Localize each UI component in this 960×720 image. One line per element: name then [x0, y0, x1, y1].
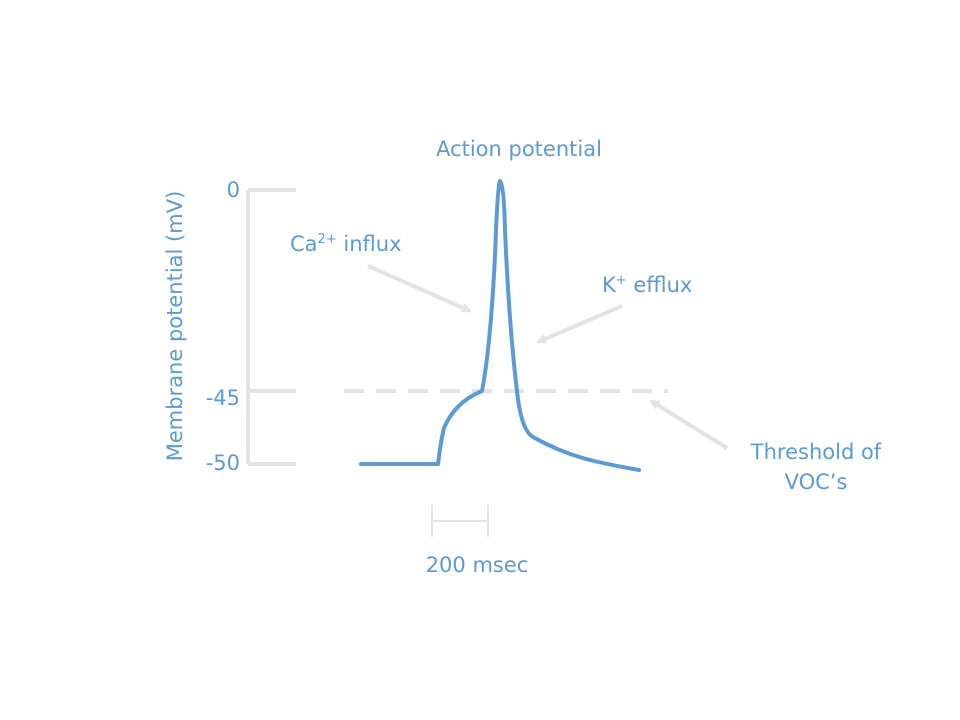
- y-axis-label: Membrane potential (mV): [163, 191, 187, 462]
- ca-influx-label: Ca2+ influx: [290, 232, 402, 256]
- tick-label-minus50: -50: [206, 451, 240, 475]
- ca-superscript: 2+: [318, 232, 337, 247]
- k-superscript: +: [616, 273, 627, 288]
- k-efflux-arrow: [536, 304, 623, 344]
- threshold-label-line1: Threshold of: [750, 440, 882, 464]
- action-potential-label: Action potential: [436, 137, 602, 161]
- tick-label-0: 0: [227, 178, 240, 202]
- k-efflux-text: efflux: [627, 273, 693, 297]
- ca-influx-arrow: [367, 264, 472, 313]
- ca-symbol: Ca: [290, 232, 318, 256]
- scalebar-label: 200 msec: [426, 553, 529, 577]
- threshold-label-line2: VOC’s: [785, 470, 848, 494]
- k-symbol: K: [602, 273, 617, 297]
- action-potential-trace: [359, 179, 641, 472]
- tick-label-minus45: -45: [206, 386, 240, 410]
- ca-influx-text: influx: [337, 232, 402, 256]
- k-efflux-label: K+ efflux: [602, 273, 692, 297]
- time-scale-bar: [431, 505, 489, 537]
- y-axis: [246, 188, 296, 466]
- threshold-arrow: [649, 399, 729, 450]
